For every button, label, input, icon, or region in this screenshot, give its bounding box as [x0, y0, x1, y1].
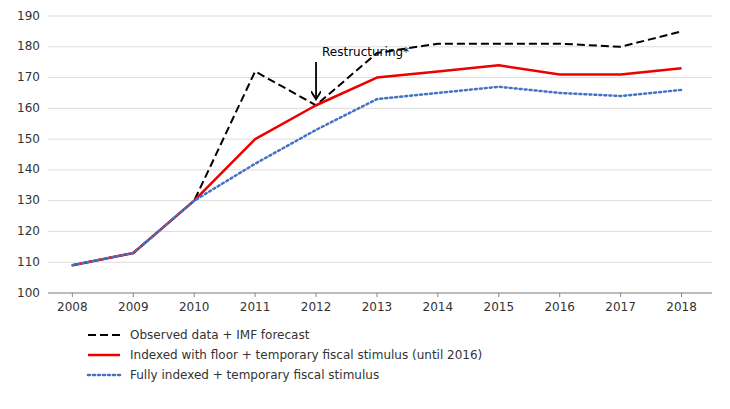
legend-swatch	[88, 334, 120, 336]
x-tick-label: 2012	[301, 300, 332, 314]
y-grid-line	[48, 108, 712, 109]
x-tick	[559, 293, 560, 297]
y-tick-label: 190	[17, 9, 40, 23]
annotation-arrow	[315, 62, 317, 99]
y-tick-label: 100	[17, 286, 40, 300]
x-tick	[498, 293, 499, 297]
annotation-text: Restructuring*	[322, 45, 409, 59]
legend-swatch	[88, 374, 120, 377]
y-grid-line	[48, 169, 712, 170]
x-tick-label: 2018	[666, 300, 697, 314]
x-tick	[620, 293, 621, 297]
y-grid-line	[48, 293, 712, 294]
x-tick-label: 2008	[57, 300, 88, 314]
x-tick-label: 2016	[544, 300, 575, 314]
series-line	[72, 87, 681, 266]
y-grid-line	[48, 262, 712, 263]
x-tick	[255, 293, 256, 297]
y-tick-label: 160	[17, 101, 40, 115]
legend: Observed data + IMF forecast Indexed with…	[88, 328, 482, 382]
series-line	[72, 65, 681, 265]
series-group	[72, 31, 681, 265]
x-tick	[681, 293, 682, 297]
x-tick	[376, 293, 377, 297]
x-axis-line	[48, 293, 712, 294]
x-tick	[437, 293, 438, 297]
x-tick-label: 2013	[362, 300, 393, 314]
y-tick-label: 140	[17, 162, 40, 176]
y-tick-label: 120	[17, 224, 40, 238]
y-grid-line	[48, 200, 712, 201]
x-tick	[133, 293, 134, 297]
grid	[48, 16, 712, 293]
y-grid-line	[48, 16, 712, 17]
x-tick-label: 2011	[240, 300, 271, 314]
chart-svg: 100 110 120 130 140 150 160 170 180 190 2008 2009 20…	[0, 0, 730, 409]
legend-swatch	[88, 354, 120, 357]
legend-label: Indexed with floor + temporary fiscal st…	[130, 348, 482, 362]
x-tick	[316, 293, 317, 297]
y-grid-line	[48, 139, 712, 140]
y-tick-label: 110	[17, 255, 40, 269]
x-tick-label: 2017	[605, 300, 636, 314]
x-tick-label: 2014	[423, 300, 454, 314]
legend-label: Observed data + IMF forecast	[130, 328, 310, 342]
y-tick-label: 180	[17, 39, 40, 53]
y-tick-label: 130	[17, 193, 40, 207]
x-tick-label: 2009	[118, 300, 149, 314]
legend-label: Fully indexed + temporary fiscal stimulu…	[130, 368, 379, 382]
x-tick-label: 2010	[179, 300, 210, 314]
series-line	[72, 31, 681, 265]
y-tick-label: 150	[17, 132, 40, 146]
y-grid-line	[48, 231, 712, 232]
x-tick-label: 2015	[484, 300, 515, 314]
x-tick	[194, 293, 195, 297]
x-tick	[72, 293, 73, 297]
chart-container: 100 110 120 130 140 150 160 170 180 190 2008 2009 20…	[0, 0, 730, 409]
y-tick-label: 170	[17, 70, 40, 84]
